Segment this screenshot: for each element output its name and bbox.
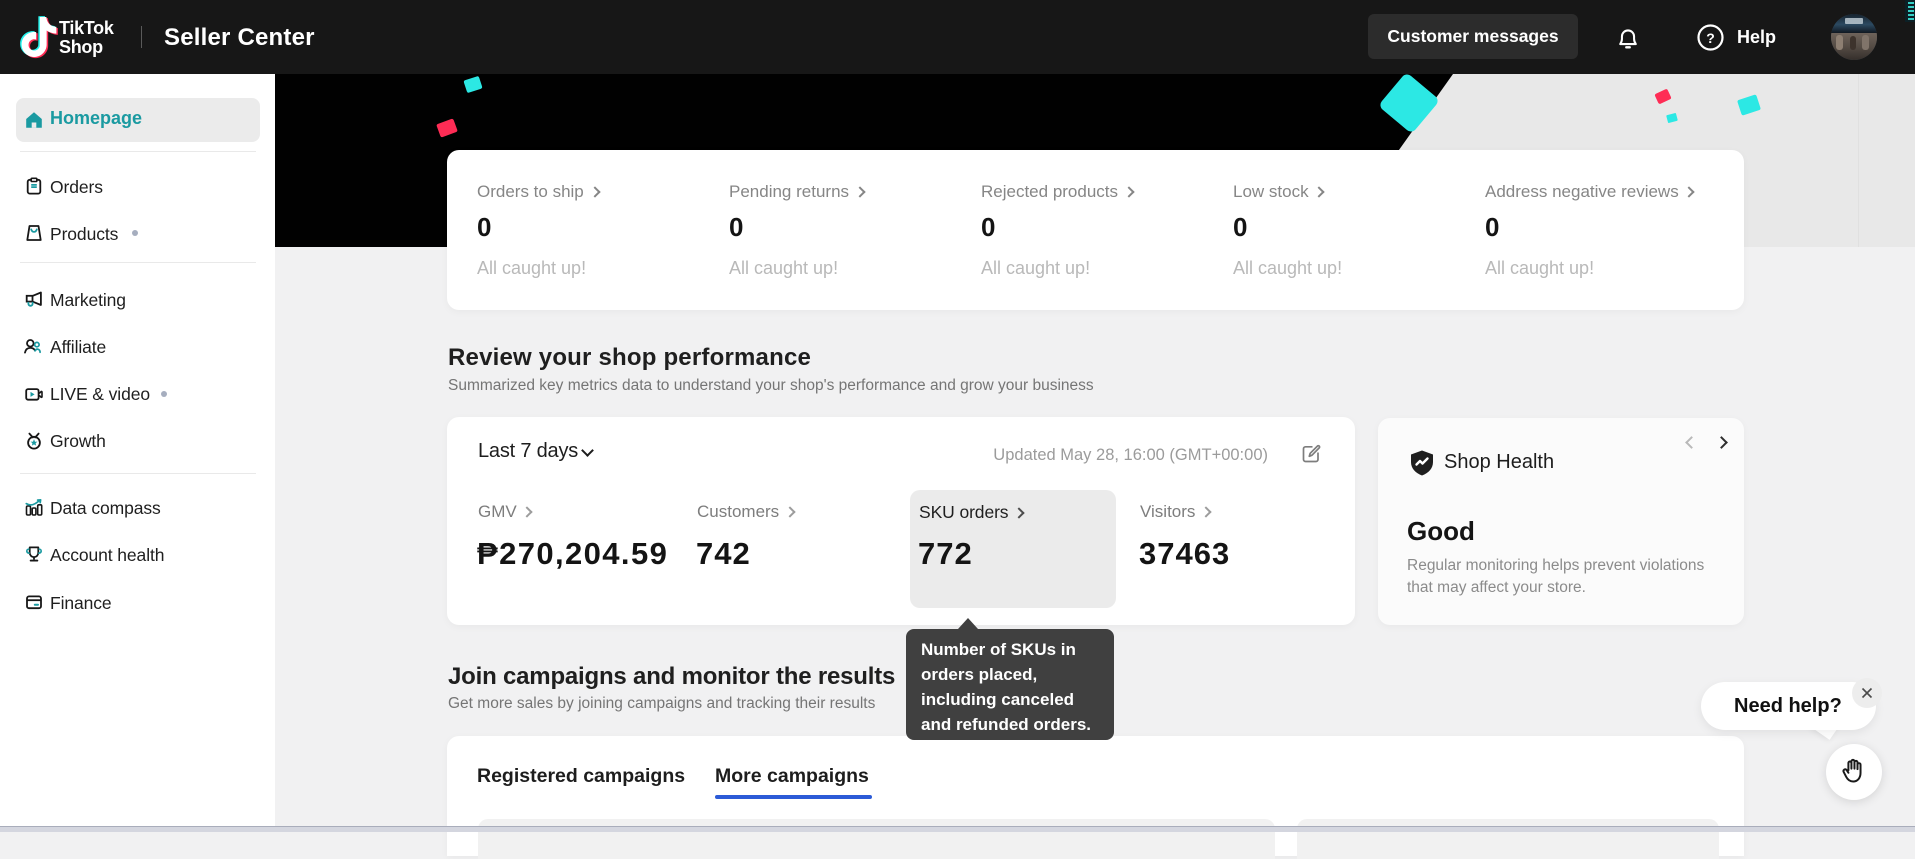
svg-text:?: ?: [1706, 30, 1715, 46]
